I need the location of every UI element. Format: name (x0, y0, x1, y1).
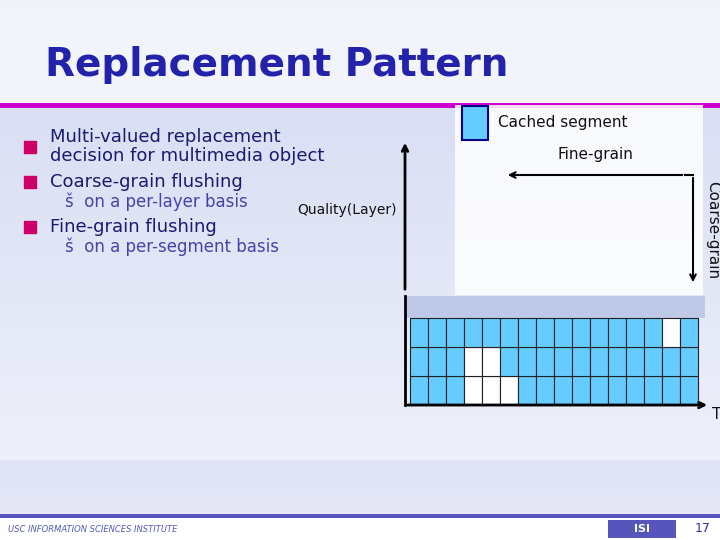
Bar (608, 376, 626, 405)
Bar (0, 0, 720, 105)
Bar (572, 376, 590, 405)
Bar (405, 296, 705, 318)
Text: Fine-grain flushing: Fine-grain flushing (50, 218, 217, 236)
Bar (410, 318, 428, 347)
Bar (572, 318, 590, 347)
Bar (590, 318, 608, 347)
Bar (626, 347, 644, 376)
Bar (0, 518, 720, 540)
Bar (500, 376, 518, 405)
Text: Coarse-grain flushing: Coarse-grain flushing (50, 173, 243, 191)
Bar (410, 347, 428, 376)
Bar (680, 376, 698, 405)
Bar (608, 318, 626, 347)
Text: Fine-grain: Fine-grain (557, 147, 633, 162)
Text: Quality(Layer): Quality(Layer) (297, 203, 397, 217)
Bar (482, 347, 500, 376)
Bar (680, 347, 698, 376)
Bar (554, 376, 572, 405)
Bar (536, 318, 554, 347)
Bar (0, 103, 720, 108)
Bar (446, 376, 464, 405)
Text: Replacement Pattern: Replacement Pattern (45, 46, 508, 84)
Text: USC INFORMATION SCIENCES INSTITUTE: USC INFORMATION SCIENCES INSTITUTE (8, 524, 177, 534)
Text: decision for multimedia object: decision for multimedia object (50, 147, 325, 165)
Text: Multi-valued replacement: Multi-valued replacement (50, 128, 281, 146)
Bar (455, 105, 703, 295)
Bar (662, 318, 680, 347)
Bar (644, 347, 662, 376)
Bar (536, 376, 554, 405)
Bar (608, 347, 626, 376)
Bar (644, 376, 662, 405)
Bar (500, 318, 518, 347)
Bar (554, 347, 572, 376)
Bar (626, 376, 644, 405)
Bar (626, 318, 644, 347)
Bar (462, 106, 488, 140)
Bar (662, 376, 680, 405)
Bar (590, 347, 608, 376)
Bar (644, 318, 662, 347)
Bar (680, 318, 698, 347)
Bar (518, 318, 536, 347)
Text: š  on a per-segment basis: š on a per-segment basis (65, 238, 279, 256)
Bar (482, 376, 500, 405)
Bar (0, 0, 720, 460)
Text: 17: 17 (695, 523, 711, 536)
Bar (428, 347, 446, 376)
Bar (446, 318, 464, 347)
Bar (464, 347, 482, 376)
Bar (554, 318, 572, 347)
Text: Cached segment: Cached segment (498, 116, 628, 131)
Bar (590, 376, 608, 405)
Bar (482, 318, 500, 347)
Bar (464, 376, 482, 405)
Bar (536, 347, 554, 376)
Text: Time: Time (712, 407, 720, 422)
Bar (428, 318, 446, 347)
Bar (0, 514, 720, 518)
Bar (428, 376, 446, 405)
Bar (410, 376, 428, 405)
Bar (464, 318, 482, 347)
Bar (518, 376, 536, 405)
Bar (572, 347, 590, 376)
Bar (608, 520, 676, 538)
Bar (500, 347, 518, 376)
Text: š  on a per-layer basis: š on a per-layer basis (65, 193, 248, 211)
Bar (446, 347, 464, 376)
Text: ISI: ISI (634, 524, 650, 534)
Bar (518, 347, 536, 376)
Text: Coarse-grain: Coarse-grain (705, 181, 720, 279)
Bar (662, 347, 680, 376)
